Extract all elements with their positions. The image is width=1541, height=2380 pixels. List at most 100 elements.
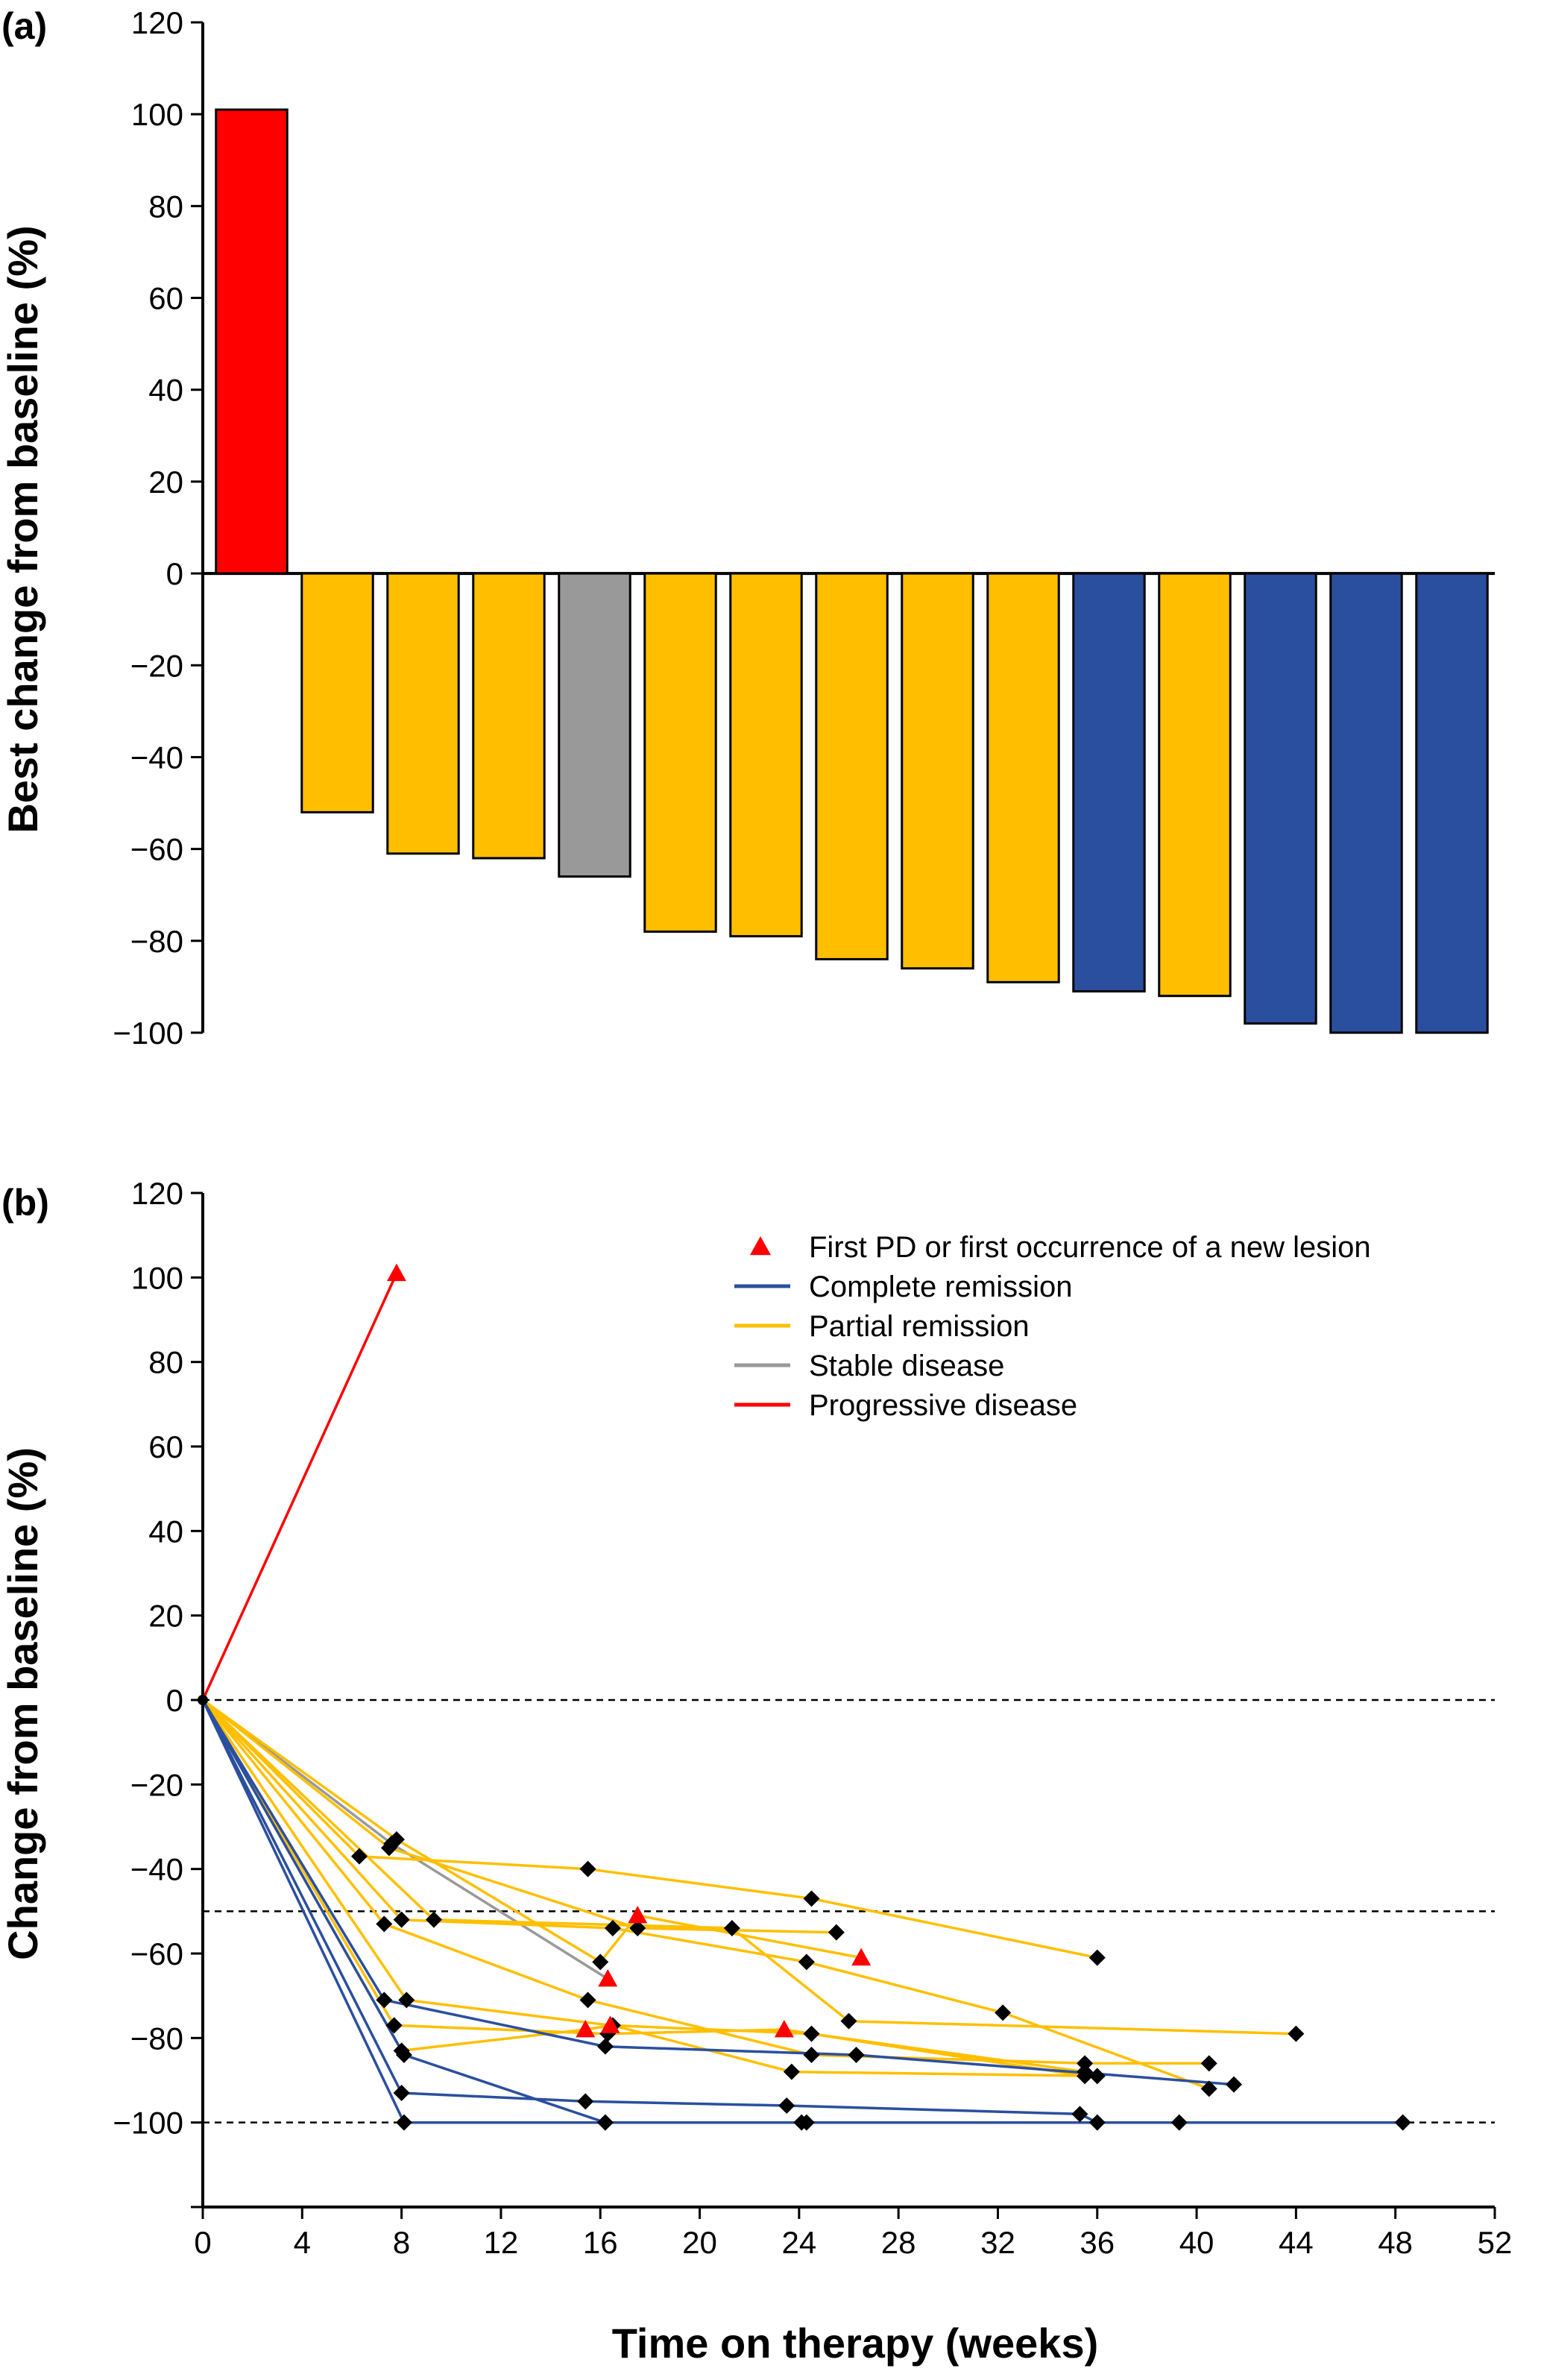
panel-b-y-tick-label: 60 xyxy=(148,1429,183,1464)
panel-b-x-tick-label: 40 xyxy=(1179,2225,1214,2260)
bar-7 xyxy=(729,572,803,938)
data-point-marker xyxy=(395,2047,412,2063)
data-point-marker xyxy=(1170,2114,1188,2131)
panel-a-y-tick-label: 40 xyxy=(148,373,183,408)
data-point-marker xyxy=(604,1920,621,1936)
bar-6 xyxy=(643,572,717,933)
panel-b-y-tick-label: −100 xyxy=(113,2106,183,2141)
panel-b-x-tick-label: 20 xyxy=(682,2225,717,2260)
data-point-marker xyxy=(376,1915,393,1933)
panel-b-y-tick-label: −40 xyxy=(130,1852,183,1887)
bar-11 xyxy=(1072,572,1146,993)
panel-b-line-chart: (b) Change from baseline (%) Time on the… xyxy=(0,1176,1512,2367)
data-point-marker xyxy=(393,1911,410,1928)
data-point-marker xyxy=(995,2004,1012,2021)
panel-a-y-tick-label: 0 xyxy=(166,556,183,591)
panel-b-y-tick-label: 40 xyxy=(148,1514,183,1549)
legend-label: First PD or first occurrence of a new le… xyxy=(809,1231,1371,1264)
panel-a-y-tick-label: −100 xyxy=(113,1016,183,1051)
bar-12 xyxy=(1158,572,1232,998)
series-line-10 xyxy=(201,1699,1085,2078)
panel-b-x-tick-label: 12 xyxy=(484,2225,519,2260)
data-point-marker xyxy=(828,1924,845,1941)
panel-b-x-tick-label: 28 xyxy=(881,2225,916,2260)
data-point-marker xyxy=(380,1839,397,1857)
data-point-marker xyxy=(803,2025,820,2042)
first-pd-marker xyxy=(386,1263,406,1282)
data-point-marker xyxy=(1200,2055,1217,2072)
data-point-marker xyxy=(376,1992,393,2009)
panel-a-y-tick-label: −40 xyxy=(130,740,183,775)
panel-b-y-ticks: −100 −80 −60 −40 −20 0 20 40 60 80 100 120 xyxy=(113,1176,203,2209)
data-point-marker xyxy=(579,1860,596,1877)
panel-b-y-axis-title: Change from baseline (%) xyxy=(0,1447,46,1960)
panel-b-x-axis-title: Time on therapy (weeks) xyxy=(612,2320,1099,2367)
series-line-2 xyxy=(201,1699,609,1980)
panel-b-x-tick-label: 52 xyxy=(1478,2225,1513,2260)
data-point-marker xyxy=(803,2047,820,2063)
panel-a-y-tick-label: −60 xyxy=(130,832,183,867)
panel-b-x-tick-label: 8 xyxy=(393,2225,410,2260)
data-point-marker xyxy=(803,1890,820,1907)
data-point-marker xyxy=(395,2114,412,2131)
legend-marker-triangle xyxy=(750,1236,771,1256)
panel-b-y-tick-label: 120 xyxy=(131,1176,183,1211)
panel-a-y-ticks: −100 −80 −60 −40 −20 0 20 40 60 80 100 120 xyxy=(113,5,203,1051)
data-point-marker xyxy=(778,2097,795,2114)
panel-b-y-tick-label: −20 xyxy=(130,1767,183,1802)
data-point-marker xyxy=(579,1992,596,2009)
first-pd-marker xyxy=(600,2015,620,2033)
origin-marker xyxy=(198,1695,208,1705)
bar-13 xyxy=(1244,572,1317,1025)
panel-a-y-tick-label: 60 xyxy=(148,281,183,316)
series-line-1 xyxy=(201,1272,398,1701)
data-point-marker xyxy=(1394,2114,1411,2131)
panel-b-x-tick-label: 16 xyxy=(583,2225,618,2260)
panel-b-x-tick-label: 4 xyxy=(294,2225,311,2260)
panel-b-x-tick-label: 32 xyxy=(980,2225,1015,2260)
panel-a-y-tick-label: −20 xyxy=(130,648,183,683)
bar-14 xyxy=(1329,572,1403,1034)
series-line-11 xyxy=(201,1699,1097,2078)
data-point-marker xyxy=(1077,2055,1094,2072)
series-line-15 xyxy=(201,1699,802,2124)
panel-b-y-tick-label: 20 xyxy=(148,1599,183,1634)
panel-b-x-tick-label: 36 xyxy=(1080,2225,1115,2260)
panel-a-y-tick-label: 20 xyxy=(148,465,183,500)
legend-label: Complete remission xyxy=(809,1271,1072,1303)
panel-a-y-tick-label: 100 xyxy=(131,97,183,132)
bar-5 xyxy=(558,572,631,878)
series-line-8 xyxy=(201,1699,1209,2065)
first-pd-marker xyxy=(774,2020,794,2038)
bar-10 xyxy=(986,572,1060,983)
bar-9 xyxy=(901,572,974,970)
data-point-marker xyxy=(398,1992,415,2009)
panel-b-y-tick-label: 80 xyxy=(148,1345,183,1380)
bar-8 xyxy=(815,572,889,960)
panel-b-y-tick-label: 0 xyxy=(166,1683,183,1718)
data-point-marker xyxy=(840,2012,857,2030)
data-point-marker xyxy=(1200,2080,1217,2097)
data-point-marker xyxy=(1088,2114,1106,2131)
panel-b-legend: First PD or first occurrence of a new le… xyxy=(734,1231,1371,1422)
data-point-marker xyxy=(848,2047,865,2063)
data-point-marker xyxy=(793,2114,810,2131)
data-point-marker xyxy=(577,2093,594,2110)
panel-b-y-tick-label: −60 xyxy=(130,1936,183,1971)
data-point-marker xyxy=(1288,2025,1305,2042)
first-pd-marker xyxy=(598,1969,618,1987)
first-pd-marker xyxy=(628,1906,648,1924)
first-pd-marker xyxy=(851,1948,872,1966)
bar-4 xyxy=(472,572,546,860)
bar-2 xyxy=(300,572,374,813)
first-pd-marker xyxy=(576,2020,596,2038)
panel-b-x-tick-label: 24 xyxy=(781,2225,816,2260)
panel-b-markers xyxy=(198,1263,1411,2131)
legend-label: Stable disease xyxy=(809,1350,1004,1382)
legend-label: Partial remission xyxy=(809,1310,1030,1343)
data-point-marker xyxy=(596,2114,614,2131)
data-point-marker xyxy=(350,1848,368,1865)
data-point-marker xyxy=(1226,2076,1243,2093)
panel-a-y-tick-label: 120 xyxy=(131,5,183,40)
